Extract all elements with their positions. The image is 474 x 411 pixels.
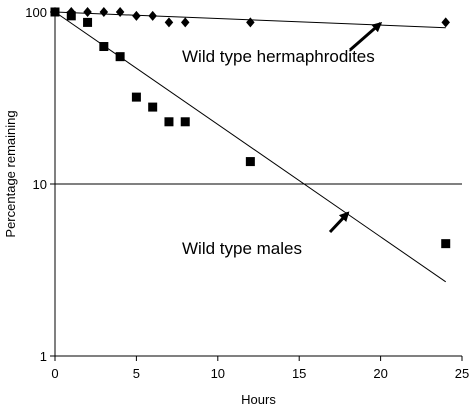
hermaphrodites-point bbox=[83, 7, 92, 17]
x-tick-label: 10 bbox=[211, 366, 225, 381]
arrow-hermaphrodites bbox=[349, 21, 383, 52]
y-tick-label: 10 bbox=[33, 177, 47, 192]
hermaphrodites-point bbox=[180, 17, 190, 28]
x-tick-label: 20 bbox=[373, 366, 387, 381]
y-axis-title: Percentage remaining bbox=[3, 110, 18, 237]
males-point bbox=[441, 239, 451, 249]
y-tick-label: 1 bbox=[40, 349, 47, 364]
hermaphrodites-point bbox=[148, 10, 157, 21]
hermaphrodites-point bbox=[115, 7, 125, 17]
arrow-males bbox=[328, 211, 350, 234]
males-point bbox=[99, 42, 109, 52]
x-axis-title: Hours bbox=[241, 392, 276, 407]
males-point bbox=[245, 157, 255, 167]
males-point bbox=[164, 117, 174, 127]
males-point bbox=[148, 102, 158, 112]
males-point bbox=[115, 52, 125, 62]
hermaphrodites-point bbox=[164, 17, 174, 28]
x-tick-label: 5 bbox=[133, 366, 140, 381]
hermaphrodites-point bbox=[441, 17, 450, 28]
annotation-males: Wild type males bbox=[182, 239, 302, 258]
hermaphrodites-point bbox=[246, 17, 255, 28]
y-tick-label: 100 bbox=[25, 5, 47, 20]
hermaphrodites-point bbox=[99, 7, 109, 17]
annotation-hermaphrodites: Wild type hermaphrodites bbox=[182, 47, 375, 66]
males-point bbox=[83, 17, 93, 27]
x-tick-label: 25 bbox=[455, 366, 469, 381]
males-point bbox=[180, 117, 190, 127]
x-tick-label: 0 bbox=[51, 366, 58, 381]
x-tick-label: 15 bbox=[292, 366, 306, 381]
males-point bbox=[66, 11, 76, 21]
males-point bbox=[131, 92, 141, 102]
hermaphrodites-point bbox=[132, 10, 141, 21]
